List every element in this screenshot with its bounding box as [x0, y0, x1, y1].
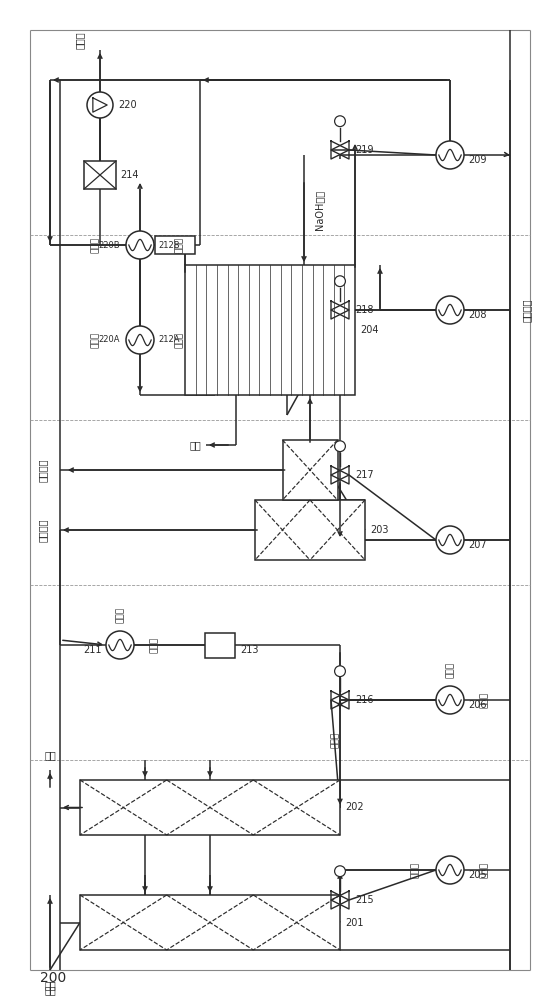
Bar — [155, 236, 195, 254]
Circle shape — [335, 866, 346, 877]
Text: 冷却水: 冷却水 — [411, 862, 420, 878]
Text: 208: 208 — [468, 310, 487, 320]
Circle shape — [335, 441, 346, 452]
Text: 214: 214 — [120, 170, 138, 180]
Text: 219: 219 — [355, 145, 374, 155]
Circle shape — [106, 631, 134, 659]
Circle shape — [335, 666, 346, 677]
Text: 煤气: 煤气 — [44, 750, 56, 760]
Text: 煤气: 煤气 — [44, 980, 56, 990]
Text: 216: 216 — [355, 695, 374, 705]
Text: 冷却水: 冷却水 — [446, 662, 455, 678]
Circle shape — [436, 526, 464, 554]
Circle shape — [436, 141, 464, 169]
Text: 冷却水: 冷却水 — [91, 332, 100, 348]
Text: 204: 204 — [360, 325, 379, 335]
Circle shape — [436, 686, 464, 714]
Text: 蒸汽: 蒸汽 — [189, 440, 201, 450]
Text: 220A: 220A — [99, 336, 120, 344]
Text: 212A: 212A — [158, 336, 180, 344]
Text: 205: 205 — [468, 870, 487, 880]
Text: 剩余氨水: 剩余氨水 — [38, 518, 48, 542]
Circle shape — [436, 296, 464, 324]
Circle shape — [436, 856, 464, 884]
Text: 211: 211 — [83, 645, 102, 655]
Text: 冷却水: 冷却水 — [150, 637, 159, 653]
Circle shape — [335, 276, 346, 287]
Text: 蒸氨废水: 蒸氨废水 — [522, 298, 532, 322]
Text: 213: 213 — [240, 645, 259, 655]
Text: 220: 220 — [118, 100, 137, 110]
Bar — [185, 265, 355, 395]
Text: 无水氨: 无水氨 — [75, 31, 85, 49]
Text: 201: 201 — [345, 918, 363, 928]
Circle shape — [126, 231, 154, 259]
Text: 212B: 212B — [158, 240, 180, 249]
Bar — [282, 440, 338, 500]
Text: 冷却水: 冷却水 — [175, 332, 184, 348]
Circle shape — [335, 116, 346, 127]
Text: 冷却水: 冷却水 — [330, 732, 339, 748]
Text: 冷却水: 冷却水 — [91, 237, 100, 253]
Text: 冷却水: 冷却水 — [175, 237, 184, 253]
Bar — [80, 780, 340, 835]
Bar — [80, 895, 340, 950]
Text: NaOH溶液: NaOH溶液 — [314, 190, 324, 230]
Bar — [205, 633, 235, 658]
Text: 203: 203 — [370, 525, 389, 535]
Text: 酸性气体: 酸性气体 — [38, 458, 48, 482]
Text: 202: 202 — [345, 802, 363, 812]
Text: 209: 209 — [468, 155, 487, 165]
Bar — [255, 500, 365, 560]
Text: 煤气: 煤气 — [44, 985, 56, 995]
Circle shape — [87, 92, 113, 118]
Text: 207: 207 — [468, 540, 487, 550]
Circle shape — [126, 326, 154, 354]
Bar — [84, 161, 116, 189]
Text: 215: 215 — [355, 895, 374, 905]
Text: 冷却水: 冷却水 — [115, 607, 124, 623]
Text: 冷却水: 冷却水 — [480, 862, 489, 878]
Text: 218: 218 — [355, 305, 374, 315]
Text: 217: 217 — [355, 470, 374, 480]
Text: 220B: 220B — [99, 240, 120, 249]
Text: 冷却水: 冷却水 — [480, 692, 489, 708]
Text: 200: 200 — [40, 971, 66, 985]
Text: 206: 206 — [468, 700, 487, 710]
